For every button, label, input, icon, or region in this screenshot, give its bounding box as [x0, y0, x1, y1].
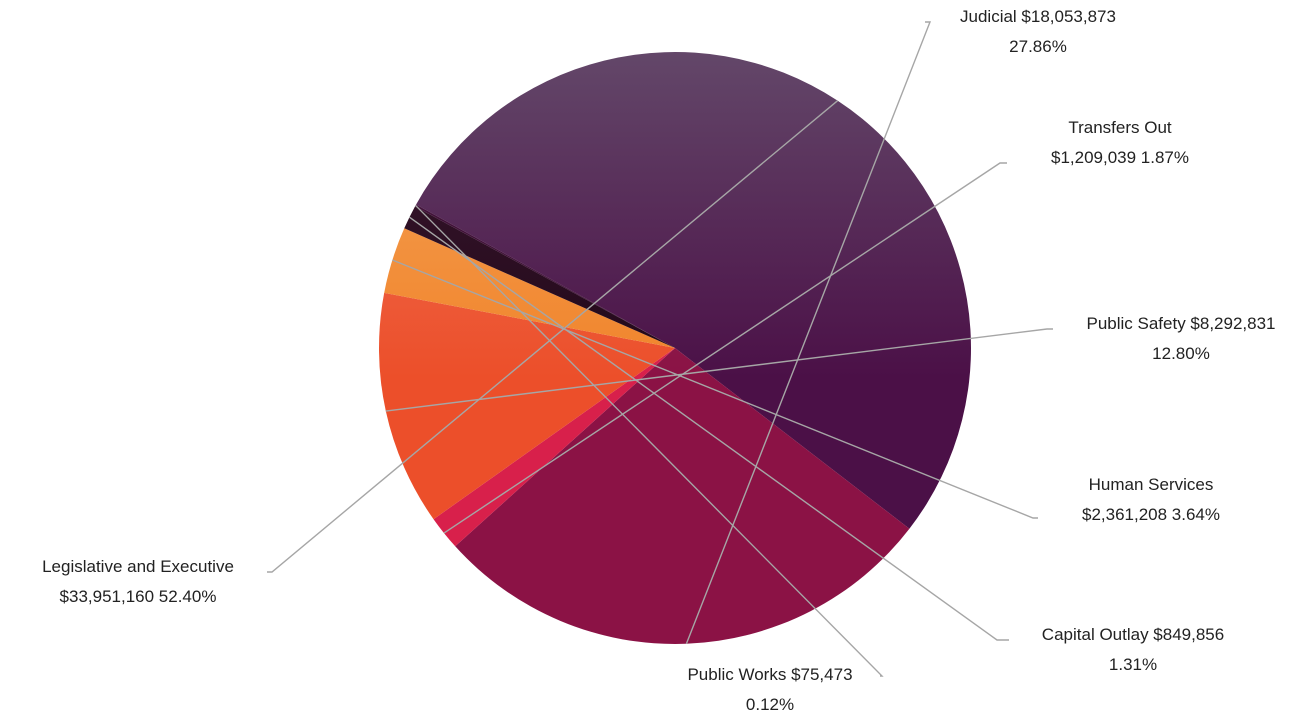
leader-line-capital-outlay — [409, 216, 1009, 641]
data-label-public-safety-line2: 12.80% — [1152, 344, 1210, 363]
data-label-transfers-out-line2: $1,209,039 1.87% — [1051, 148, 1189, 167]
data-label-transfers-out-line1: Transfers Out — [1068, 118, 1172, 137]
data-labels: Judicial $18,053,873 27.86% Transfers Ou… — [42, 7, 1275, 714]
data-label-judicial-line1: Judicial $18,053,873 — [960, 7, 1116, 26]
pie-slice-transfers-out — [433, 348, 675, 547]
pie-slice-legislative-and-executive — [416, 51, 972, 529]
leader-line-human-services — [392, 259, 1038, 519]
leader-line-judicial — [685, 21, 932, 645]
pie-slice-judicial — [455, 348, 910, 645]
pie-slice-public-works — [415, 204, 675, 348]
leader-line-public-works — [415, 204, 884, 677]
pie-slice-public-safety — [379, 292, 675, 520]
leader-lines — [267, 21, 1053, 677]
leader-line-legislative-and-executive — [267, 100, 839, 573]
data-label-public-works-line2: 0.12% — [746, 695, 794, 714]
leader-line-public-safety — [385, 328, 1053, 412]
data-label-public-works-line1: Public Works $75,473 — [687, 665, 852, 684]
data-label-legislative-executive-line2: $33,951,160 52.40% — [60, 587, 217, 606]
pie-slice-capital-outlay — [404, 206, 675, 348]
pie-slice-human-services — [384, 228, 675, 348]
data-label-public-safety-line1: Public Safety $8,292,831 — [1086, 314, 1275, 333]
data-label-human-services-line2: $2,361,208 3.64% — [1082, 505, 1220, 524]
data-label-capital-outlay-line1: Capital Outlay $849,856 — [1042, 625, 1224, 644]
leader-line-transfers-out — [443, 162, 1007, 534]
data-label-capital-outlay-line2: 1.31% — [1109, 655, 1157, 674]
data-label-legislative-executive-line1: Legislative and Executive — [42, 557, 234, 576]
data-label-human-services-line1: Human Services — [1089, 475, 1214, 494]
data-label-judicial-line2: 27.86% — [1009, 37, 1067, 56]
pie-slices — [379, 51, 972, 645]
